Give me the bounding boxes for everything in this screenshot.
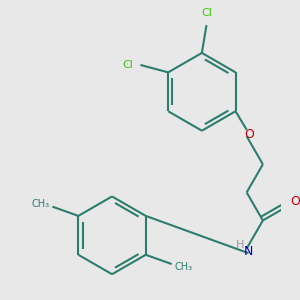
Text: N: N (244, 245, 253, 258)
Text: H: H (236, 240, 244, 250)
Text: O: O (291, 195, 300, 208)
Text: O: O (244, 128, 254, 141)
Text: Cl: Cl (201, 8, 212, 18)
Text: CH₃: CH₃ (174, 262, 193, 272)
Text: Cl: Cl (122, 60, 133, 70)
Text: CH₃: CH₃ (32, 199, 50, 209)
